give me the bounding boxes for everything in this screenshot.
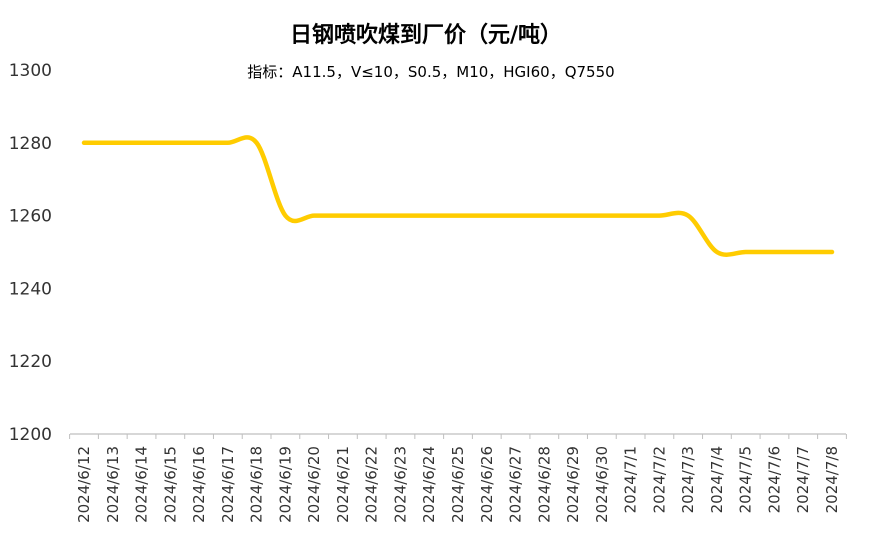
data-point <box>629 214 633 218</box>
x-tick-label: 2024/6/28 <box>535 446 553 523</box>
x-tick-label: 2024/7/7 <box>794 446 812 513</box>
x-tick-label: 2024/6/15 <box>161 446 179 523</box>
data-point <box>657 214 661 218</box>
data-point <box>456 214 460 218</box>
data-point <box>571 214 575 218</box>
y-tick-label: 1280 <box>9 134 52 154</box>
data-point <box>255 141 259 145</box>
x-tick-label: 2024/6/19 <box>276 446 294 523</box>
x-tick-label: 2024/6/20 <box>305 446 323 523</box>
data-point <box>341 214 345 218</box>
y-tick-label: 1240 <box>9 279 52 299</box>
data-point <box>226 141 230 145</box>
chart-subtitle: 指标：A11.5，V≤10，S0.5，M10，HGI60，Q7550 <box>247 63 614 81</box>
x-tick-label: 2024/6/30 <box>593 446 611 523</box>
series-layer <box>81 135 835 257</box>
x-tick-label: 2024/6/18 <box>248 446 266 523</box>
x-tick-label: 2024/7/4 <box>708 446 726 513</box>
x-tick-label: 2024/6/26 <box>478 446 496 523</box>
x-tick-label: 2024/7/8 <box>823 446 841 513</box>
x-tick-label: 2024/7/5 <box>737 446 755 513</box>
data-point <box>600 214 604 218</box>
data-point <box>111 141 115 145</box>
data-point <box>542 214 546 218</box>
data-point <box>772 250 776 254</box>
x-tick-label: 2024/6/13 <box>104 446 122 523</box>
x-tick-label: 2024/6/16 <box>190 446 208 523</box>
data-point <box>830 250 834 254</box>
x-tick-label: 2024/6/27 <box>507 446 525 523</box>
data-point <box>744 250 748 254</box>
y-tick-label: 1200 <box>9 425 52 445</box>
x-axis: 2024/6/12 2024/6/13 2024/6/14 2024/6/15 2024… <box>69 434 847 523</box>
data-point <box>312 214 316 218</box>
x-tick-label: 2024/7/6 <box>765 446 783 513</box>
x-tick-label: 2024/7/1 <box>622 446 640 513</box>
x-tick-label: 2024/6/25 <box>449 446 467 523</box>
x-tick-label: 2024/6/17 <box>219 446 237 523</box>
data-point <box>715 250 719 254</box>
data-point <box>197 141 201 145</box>
x-tick-label: 2024/6/12 <box>75 446 93 523</box>
data-point <box>686 214 690 218</box>
x-tick-label: 2024/6/22 <box>363 446 381 523</box>
x-tick-label: 2024/6/29 <box>564 446 582 523</box>
data-point <box>140 141 144 145</box>
data-point <box>485 214 489 218</box>
x-tick-label: 2024/7/3 <box>679 446 697 513</box>
data-point <box>398 214 402 218</box>
data-point <box>514 214 518 218</box>
data-point <box>283 214 287 218</box>
x-tick-label: 2024/6/14 <box>133 446 151 523</box>
data-point <box>801 250 805 254</box>
x-tick-label: 2024/6/23 <box>391 446 409 523</box>
x-tick-label: 2024/6/24 <box>420 446 438 523</box>
x-tick-label: 2024/6/21 <box>334 446 352 523</box>
y-tick-label: 1220 <box>9 352 52 372</box>
y-tick-label: 1300 <box>9 61 52 81</box>
y-axis: 1200 1220 1240 1260 1280 1300 <box>9 61 52 445</box>
x-tick-label: 2024/7/2 <box>650 446 668 513</box>
series-line <box>81 135 835 257</box>
chart-title: 日钢喷吹煤到厂价（元/吨） <box>290 22 562 48</box>
data-point <box>82 141 86 145</box>
data-point <box>370 214 374 218</box>
data-point <box>427 214 431 218</box>
y-tick-label: 1260 <box>9 207 52 227</box>
data-point <box>168 141 172 145</box>
